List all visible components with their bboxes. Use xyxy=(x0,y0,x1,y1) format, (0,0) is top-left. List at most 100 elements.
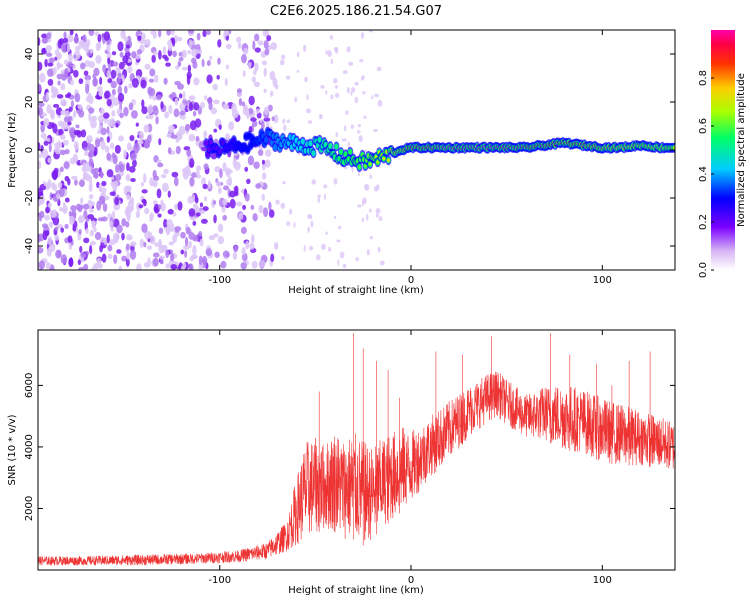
noise-speckle xyxy=(178,56,184,62)
noise-speckle xyxy=(49,209,57,219)
noise-speckle xyxy=(333,77,338,84)
noise-speckle xyxy=(144,207,150,215)
y-tick-label: 2000 xyxy=(24,496,35,521)
noise-speckle xyxy=(252,40,256,51)
noise-speckle xyxy=(188,39,193,49)
noise-speckle xyxy=(149,235,156,245)
noise-speckle xyxy=(40,123,46,133)
noise-speckle xyxy=(358,135,363,143)
x-tick-label: 100 xyxy=(593,275,612,286)
noise-speckle xyxy=(217,39,222,48)
noise-speckle xyxy=(213,214,217,224)
noise-speckle xyxy=(69,30,74,36)
noise-speckle xyxy=(210,107,218,115)
noise-speckle xyxy=(141,223,148,234)
noise-speckle xyxy=(110,181,115,187)
noise-speckle xyxy=(57,52,63,60)
noise-speckle xyxy=(43,182,51,187)
noise-speckle xyxy=(110,80,117,89)
noise-speckle xyxy=(333,215,337,219)
noise-speckle xyxy=(131,51,137,59)
noise-speckle xyxy=(88,107,95,114)
noise-speckle xyxy=(317,194,321,198)
noise-speckle xyxy=(217,235,225,245)
noise-speckle xyxy=(64,197,70,203)
noise-speckle xyxy=(229,190,236,198)
noise-speckle xyxy=(57,182,63,189)
noise-speckle xyxy=(47,202,52,208)
noise-speckle xyxy=(192,220,197,226)
noise-speckle xyxy=(60,254,68,265)
colorbar-tick-label: 0.2 xyxy=(698,214,709,230)
ridge-core xyxy=(328,144,332,148)
noise-speckle xyxy=(285,75,291,80)
noise-speckle xyxy=(38,260,45,270)
noise-speckle xyxy=(225,167,231,178)
noise-speckle xyxy=(89,244,93,255)
noise-speckle xyxy=(168,104,173,115)
noise-speckle xyxy=(320,243,326,250)
noise-speckle xyxy=(195,169,200,177)
noise-speckle xyxy=(250,117,257,122)
noise-speckle xyxy=(83,147,89,152)
noise-speckle xyxy=(103,31,110,42)
noise-speckle xyxy=(71,175,78,181)
noise-speckle xyxy=(123,36,129,42)
noise-speckle xyxy=(201,58,205,68)
noise-speckle xyxy=(199,238,204,247)
noise-speckle xyxy=(180,231,186,239)
noise-speckle xyxy=(130,241,137,247)
noise-speckle xyxy=(82,203,90,210)
noise-speckle xyxy=(203,130,208,140)
noise-speckle xyxy=(57,120,64,127)
noise-speckle xyxy=(241,101,246,107)
noise-speckle xyxy=(99,236,107,243)
noise-speckle xyxy=(357,124,362,128)
noise-speckle xyxy=(78,228,82,235)
noise-speckle xyxy=(106,126,110,134)
noise-speckle xyxy=(149,68,156,77)
noise-speckle xyxy=(167,44,173,52)
noise-speckle xyxy=(363,115,367,119)
noise-speckle xyxy=(125,221,130,228)
noise-speckle xyxy=(111,176,115,181)
noise-speckle xyxy=(146,134,152,144)
noise-speckle xyxy=(50,109,55,119)
noise-speckle xyxy=(184,165,191,174)
noise-speckle xyxy=(129,249,137,260)
noise-speckle xyxy=(361,200,364,207)
noise-speckle xyxy=(106,45,111,52)
noise-speckle xyxy=(142,199,147,207)
noise-speckle xyxy=(188,240,192,249)
noise-speckle xyxy=(72,64,76,70)
noise-speckle xyxy=(252,69,257,76)
noise-speckle xyxy=(286,119,291,124)
noise-speckle xyxy=(237,41,242,49)
ridge-core xyxy=(334,144,338,149)
noise-speckle xyxy=(269,70,276,81)
noise-speckle xyxy=(243,47,249,55)
noise-speckle xyxy=(155,116,159,125)
noise-speckle xyxy=(245,240,250,250)
noise-speckle xyxy=(77,259,81,266)
noise-speckle xyxy=(88,112,92,122)
noise-speckle xyxy=(200,218,208,224)
noise-speckle xyxy=(216,74,220,80)
ridge-core xyxy=(206,152,210,157)
noise-speckle xyxy=(355,256,360,262)
spectrogram-noise xyxy=(38,30,385,270)
noise-speckle xyxy=(182,262,187,269)
noise-speckle xyxy=(185,226,191,235)
noise-speckle xyxy=(132,159,137,168)
noise-speckle xyxy=(98,195,106,205)
colorbar-ticks: 0.0 0.2 0.4 0.6 0.8 xyxy=(698,70,714,278)
noise-speckle xyxy=(51,122,55,128)
noise-speckle xyxy=(147,86,153,95)
noise-speckle xyxy=(136,263,142,270)
noise-speckle xyxy=(38,72,46,83)
noise-speckle xyxy=(376,66,382,72)
noise-speckle xyxy=(282,118,286,124)
noise-speckle xyxy=(337,259,340,267)
noise-speckle xyxy=(95,54,102,64)
noise-speckle xyxy=(112,61,119,67)
